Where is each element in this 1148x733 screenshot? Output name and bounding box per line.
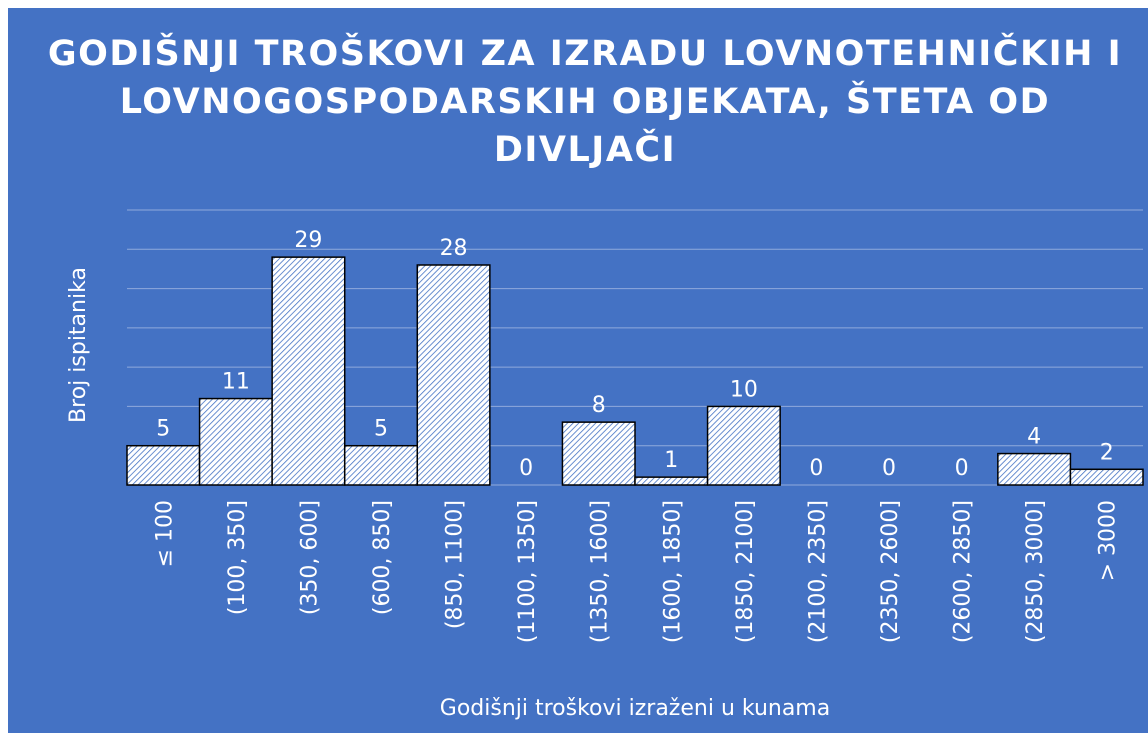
data-label: 0 bbox=[955, 456, 969, 481]
data-label: 11 bbox=[222, 370, 250, 395]
bar bbox=[126, 444, 201, 486]
x-tick-label: (2100, 2350] bbox=[805, 500, 830, 643]
data-label: 0 bbox=[882, 456, 896, 481]
x-tick-label: (2600, 2850] bbox=[951, 500, 976, 643]
bar bbox=[561, 421, 636, 486]
bar bbox=[706, 405, 781, 486]
x-tick-label: (350, 600] bbox=[297, 500, 322, 615]
x-tick-label: (1850, 2100] bbox=[733, 500, 758, 643]
bar bbox=[271, 256, 346, 486]
x-tick-label: (2350, 2600] bbox=[878, 500, 903, 643]
x-tick-label: (600, 850] bbox=[370, 500, 395, 615]
data-label: 0 bbox=[519, 456, 533, 481]
x-tick-label: (1600, 1850] bbox=[660, 500, 685, 643]
x-tick-label: (850, 1100] bbox=[443, 500, 468, 629]
bar bbox=[416, 264, 491, 486]
data-label: 10 bbox=[730, 377, 758, 402]
bar bbox=[343, 444, 419, 486]
x-tick-label: ≤ 100 bbox=[152, 500, 177, 567]
chart-background bbox=[8, 8, 1148, 733]
x-tick-label: (1100, 1350] bbox=[515, 500, 540, 643]
chart-title: GODIŠNJI TROŠKOVI ZA IZRADU LOVNOTEHNIČK… bbox=[47, 34, 1123, 170]
data-label: 2 bbox=[1100, 440, 1114, 465]
x-tick-label: > 3000 bbox=[1096, 500, 1121, 581]
bar bbox=[1069, 468, 1144, 486]
bar bbox=[634, 476, 709, 486]
x-axis-label: Godišnji troškovi izraženi u kunama bbox=[440, 696, 830, 721]
data-label: 28 bbox=[440, 236, 468, 261]
bar bbox=[997, 452, 1072, 486]
x-tick-label: (100, 350] bbox=[225, 500, 250, 615]
x-tick-label: (2850, 3000] bbox=[1023, 500, 1048, 643]
data-label: 8 bbox=[592, 393, 606, 418]
x-tick-label: (1350, 1600] bbox=[588, 500, 613, 643]
data-label: 29 bbox=[294, 228, 322, 253]
data-label: 0 bbox=[809, 456, 823, 481]
data-label: 5 bbox=[156, 417, 170, 442]
y-axis-label: Broj ispitanika bbox=[66, 267, 91, 423]
data-label: 1 bbox=[664, 448, 678, 473]
data-label: 4 bbox=[1027, 425, 1041, 450]
bar bbox=[198, 397, 273, 486]
data-label: 5 bbox=[374, 417, 388, 442]
